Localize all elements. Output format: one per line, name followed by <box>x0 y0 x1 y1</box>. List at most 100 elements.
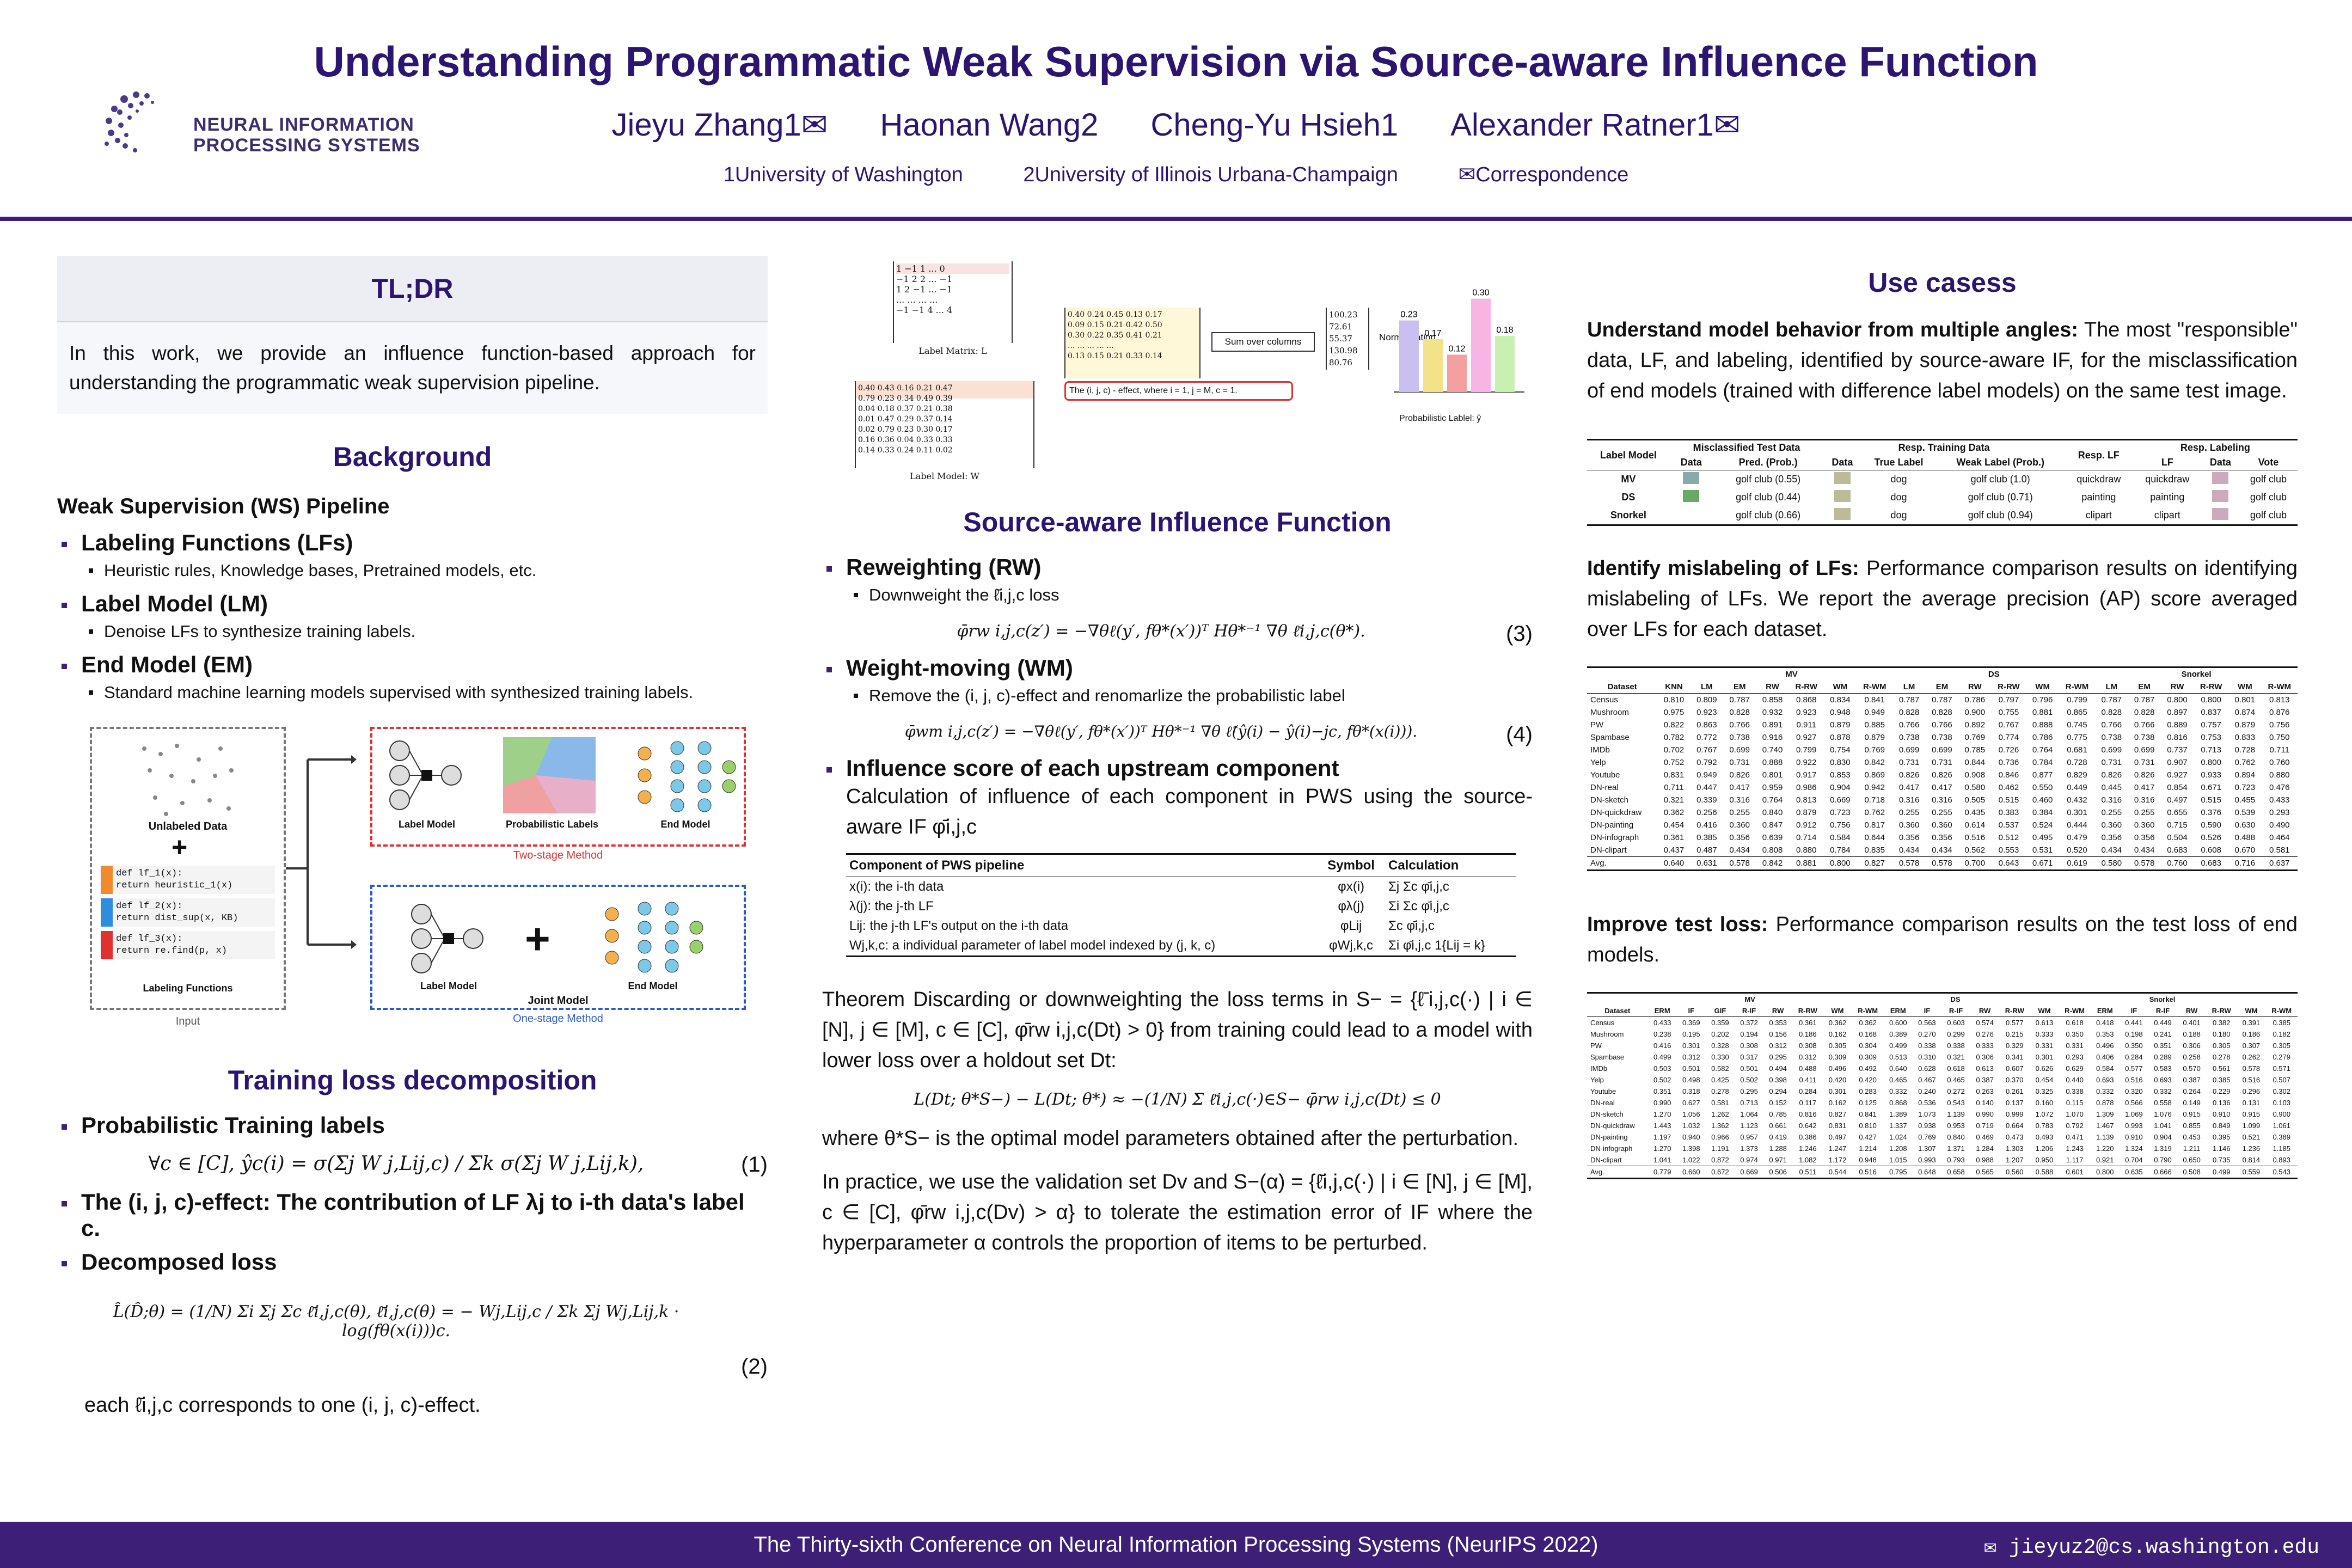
table-row: Mushroom 0.238 0.195 0.202 0.194 0.156 0.186 0.… <box>1590 1030 2290 1038</box>
column-middle: 1 −1 1 ... 0 −1 2 2 ... −1 1 2 −1 ... −1… <box>822 256 1533 1258</box>
label-model-icon <box>389 740 462 810</box>
equation-4: φ̄wm i,j,c(z′) = −∇θℓ(y′, fθ*(x′))ᵀ Hθ*⁻… <box>904 722 1533 746</box>
plus-icon: + <box>171 832 188 862</box>
influence-list-3: Influence score of each upstream compone… <box>822 755 1533 781</box>
lf-code: def lf_1(x): return heuristic_1(x) def l… <box>101 866 275 959</box>
poster-footer: The Thirty-sixth Conference on Neural In… <box>0 1522 2352 1568</box>
table-row: Youtube 0.831 0.949 0.826 0.801 0.917 0.853 0.8… <box>1590 770 2290 780</box>
table-row: DN-clipart 1.041 1.022 0.872 0.974 0.971 1.082… <box>1587 1154 2298 1166</box>
contact-email[interactable]: ✉ jieyuz2@cs.washington.edu <box>1984 1536 2319 1559</box>
column-right: Use casess Understand model behavior fro… <box>1587 256 2298 1179</box>
equation-number: (2) <box>741 1355 768 1379</box>
image-thumbnail-icon <box>2212 490 2229 502</box>
list-item: Downweight the ℓ̄i,j,c loss <box>846 583 1533 608</box>
author-name: Alexander Ratner1✉ <box>1450 107 1741 143</box>
table-row: DN-quickdraw 1.443 1.032 1.362 1.123 0.661 0.6… <box>1590 1122 2290 1130</box>
joint-label-model-icon <box>411 904 483 973</box>
author-list: Jieyu Zhang1✉ Haonan Wang2 Cheng-Yu Hsie… <box>0 106 2352 143</box>
table-row: Census 0.810 0.809 0.787 0.858 0.868 0.834 0.84… <box>1590 695 2290 705</box>
table-row: Lij: the j-th LF's output on the i-th da… <box>849 918 1435 933</box>
m-matrix: 0.40 0.24 0.45 0.13 0.17 0.09 0.15 0.21 0… <box>1064 308 1200 378</box>
pipeline-figure: Unlabeled Data + def lf_1(x): return heu… <box>57 727 768 1032</box>
table-row: Yelp 0.502 0.498 0.425 0.502 0.398 0.411 0.420 0… <box>1590 1076 2290 1084</box>
prob-bar <box>1399 320 1419 392</box>
prob-bar <box>1495 336 1515 392</box>
influence-title: Source-aware Influence Function <box>963 507 1392 537</box>
image-thumbnail-icon <box>1683 490 1700 502</box>
prob-bar-chart: 0.23 0.17 0.12 0.30 0.18 <box>1394 289 1524 393</box>
image-thumbnail-icon <box>2212 508 2229 520</box>
table-row: x(i): the i-th data φx(i) Σj Σc φ̄i,j,c <box>849 879 1449 894</box>
table-row: DN-sketch 1.270 1.056 1.262 1.064 0.785 0.816 0… <box>1590 1110 2290 1118</box>
end-model-icon <box>638 741 736 812</box>
joint-model-caption: Joint Model <box>528 995 589 1007</box>
ws-pipeline-subtitle: Weak Supervision (WS) Pipeline <box>57 494 390 518</box>
list-item: Remove the (i, j, c)-effect and renomarl… <box>846 683 1533 708</box>
label-model-matrix: 0.40 0.43 0.16 0.21 0.47 0.79 0.23 0.34 0… <box>855 381 1034 468</box>
affiliation: ✉Correspondence <box>1458 163 1629 186</box>
prob-labels-icon <box>503 737 596 813</box>
table-row: DN-real 0.711 0.447 0.417 0.959 0.986 0.904 0.9… <box>1590 783 2290 792</box>
equation-3: φ̄rw i,j,c(z′) = −∇θℓ(y′, fθ*(x′))ᵀ Hθ*⁻… <box>957 622 1533 646</box>
prob-bar <box>1423 339 1443 392</box>
two-stage-box: Label Model Probabilistic Labels End Mod… <box>370 727 746 847</box>
component-table: Component of PWS pipeline Symbol Calculati… <box>846 853 1516 957</box>
list-item: End Model (EM) Standard machine learning… <box>57 652 768 705</box>
table-row: IMDb 0.503 0.501 0.582 0.501 0.494 0.488 0.496 0… <box>1590 1064 2290 1073</box>
table-row: DN-painting 0.454 0.416 0.360 0.847 0.912 0.75… <box>1590 820 2290 830</box>
conference-name: The Thirty-sixth Conference on Neural In… <box>754 1533 1598 1557</box>
lf-label: Labeling Functions <box>143 983 233 994</box>
image-thumbnail-icon <box>1683 472 1700 484</box>
header-divider <box>0 217 2352 221</box>
usecase-1: Understand model behavior from multiple … <box>1587 318 2298 402</box>
input-label: Input <box>175 1015 200 1027</box>
training-loss-list: Probabilistic Training labels <box>57 1112 768 1138</box>
plus-icon: + <box>525 915 550 963</box>
image-thumbnail-icon <box>1834 472 1851 484</box>
table-row: Mushroom 0.975 0.923 0.828 0.932 0.923 0.948 0.… <box>1590 708 2290 717</box>
table-row: Avg. 0.640 0.631 0.578 0.842 0.881 0.800 0.827 0… <box>1587 857 2298 871</box>
joint-end-model-caption: End Model <box>628 981 678 991</box>
arrows-icon <box>286 755 357 949</box>
influence-list: Reweighting (RW) Downweight the ℓ̄i,j,c … <box>822 554 1533 608</box>
table-row: DN-infograph 1.270 1.398 1.191 1.373 1.288 1.2… <box>1590 1144 2290 1153</box>
training-loss-list-2: The (i, j, c)-effect: The contribution o… <box>57 1189 768 1275</box>
unlabeled-data-icon <box>142 744 234 816</box>
prob-bar-label: 0.18 <box>1496 326 1513 335</box>
responsible-table: Label Model Misclassified Test Data Resp. … <box>1587 439 2298 526</box>
mislabeling-table: MV DS Snorkel Dataset KNN LM EM RW R-RW WM R-WM LM E… <box>1587 666 2298 871</box>
usecases-title: Use casess <box>1868 267 2017 298</box>
sum-columns-box: Sum over columns <box>1211 332 1315 352</box>
sums-vector: 100.23 72.61 55.37 130.98 80.76 <box>1326 308 1369 370</box>
tldr-title: TL;DR <box>57 256 768 321</box>
image-thumbnail-icon <box>2212 472 2229 484</box>
label-model-caption: Label Model <box>398 819 455 830</box>
equation-1: ∀c ∈ [C], ŷc(i) = σ(Σj W j,Lij,c) / Σk σ… <box>148 1153 768 1177</box>
usecase-3: Improve test loss: Performance compariso… <box>1587 913 2298 966</box>
column-left: TL;DR In this work, we provide an influe… <box>57 256 768 1420</box>
equation-2: L̂(D̂;θ) = (1/N) Σi Σj Σc ℓ̄i,j,c(θ), ℓ̄… <box>113 1302 679 1340</box>
prob-label-caption: Probabilistic Lablel: ŷ <box>1399 414 1481 423</box>
equation-number: (3) <box>1506 622 1533 646</box>
list-item: Decomposed loss <box>57 1249 768 1275</box>
image-thumbnail-icon <box>1834 508 1851 520</box>
table-row: Avg. 0.779 0.660 0.672 0.669 0.506 0.511 0.544 0… <box>1587 1166 2298 1179</box>
score-text: Calculation of influence of each compone… <box>846 785 1533 838</box>
list-item: Probabilistic Training labels <box>57 1112 768 1138</box>
prob-bar-label: 0.12 <box>1448 344 1465 353</box>
table-row: DN-sketch 0.321 0.339 0.316 0.764 0.813 0.669 0… <box>1590 795 2290 805</box>
prob-bar-label: 0.23 <box>1400 310 1417 320</box>
prob-bar-label: 0.30 <box>1472 289 1489 298</box>
table-row: DN-infograph 0.361 0.385 0.356 0.639 0.714 0.5… <box>1590 833 2290 842</box>
decomposition-note: each ℓ̄i,j,c corresponds to one (i, j, c… <box>84 1394 481 1417</box>
one-stage-box: Label Model + End Model Joint Model <box>370 885 746 1010</box>
table-row: Census 0.433 0.369 0.359 0.372 0.353 0.361 0.36… <box>1590 1019 2290 1027</box>
background-list: Labeling Functions (LFs) Heuristic rules… <box>57 530 768 705</box>
equation-number: (4) <box>1506 722 1533 746</box>
table-row: Yelp 0.752 0.792 0.731 0.888 0.922 0.830 0.842 0… <box>1590 758 2290 767</box>
table-row: DN-quickdraw 0.362 0.256 0.255 0.840 0.879 0.7… <box>1590 808 2290 817</box>
prob-bar <box>1447 354 1467 392</box>
label-model-caption: Label Model: W <box>910 471 979 481</box>
table-row: Youtube 0.351 0.318 0.278 0.295 0.294 0.284 0.3… <box>1590 1087 2290 1095</box>
affiliation: 1University of Washington <box>723 163 963 186</box>
